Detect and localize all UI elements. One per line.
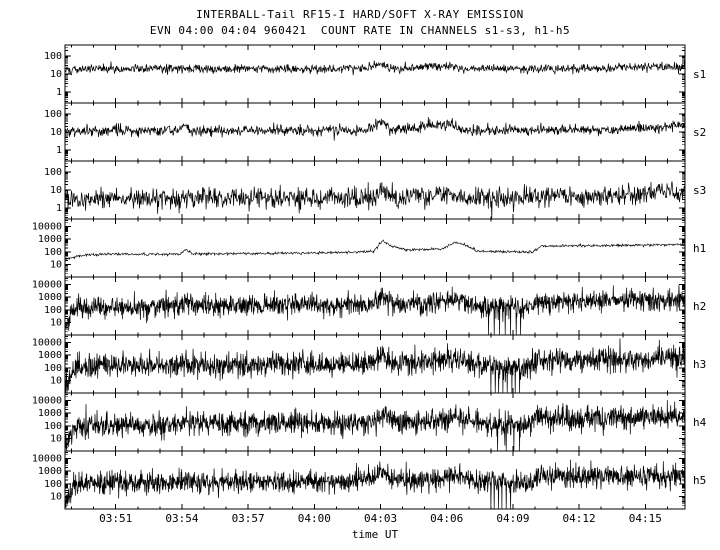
- panel-label-h3: h3: [693, 358, 706, 371]
- panel-border-h1: [64, 218, 686, 278]
- series-line-s2: [64, 117, 686, 141]
- y-tick-label: 100: [44, 421, 62, 432]
- y-tick-label: 1: [56, 203, 62, 214]
- y-tick-label: 10: [50, 259, 62, 270]
- series-line-h4: [64, 400, 686, 451]
- series-line-s3: [65, 181, 686, 219]
- y-tick-label: 10: [50, 375, 62, 386]
- x-tick-label: 04:03: [364, 512, 397, 525]
- y-tick-label: 10: [50, 127, 62, 138]
- series-line-h1: [64, 239, 686, 261]
- y-tick-label: 10: [50, 433, 62, 444]
- panel-label-s2: s2: [693, 126, 706, 139]
- x-tick-label: 03:54: [165, 512, 198, 525]
- series-line-h2: [64, 284, 686, 335]
- y-tick-label: 100: [44, 247, 62, 258]
- y-tick-label: 1: [56, 145, 62, 156]
- y-tick-label: 10000: [32, 222, 62, 233]
- y-tick-label: 1: [56, 87, 62, 98]
- x-tick-label: 03:51: [99, 512, 132, 525]
- y-tick-label: 10000: [32, 338, 62, 349]
- y-tick-label: 10000: [32, 454, 62, 465]
- x-tick-label: 04:09: [496, 512, 529, 525]
- panel-label-h2: h2: [693, 300, 706, 313]
- y-tick-label: 100: [44, 109, 62, 120]
- x-tick-label: 04:00: [298, 512, 331, 525]
- panel-label-h5: h5: [693, 474, 706, 487]
- y-tick-label: 10: [50, 185, 62, 196]
- y-tick-label: 10000: [32, 396, 62, 407]
- y-tick-label: 100: [44, 479, 62, 490]
- series-line-h3: [64, 338, 686, 393]
- panel-border-s1: [64, 44, 686, 104]
- panel-label-h4: h4: [693, 416, 707, 429]
- y-tick-label: 10: [50, 69, 62, 80]
- y-tick-label: 1000: [38, 234, 62, 245]
- y-tick-label: 1000: [38, 350, 62, 361]
- panel-label-s1: s1: [693, 68, 706, 81]
- x-tick-label: 04:15: [629, 512, 662, 525]
- x-tick-label: 04:12: [563, 512, 596, 525]
- x-tick-label: 04:06: [430, 512, 463, 525]
- x-axis-label: time UT: [351, 528, 399, 541]
- y-tick-label: 1000: [38, 466, 62, 477]
- y-tick-label: 100: [44, 305, 62, 316]
- series-line-h5: [64, 459, 686, 509]
- y-tick-label: 10000: [32, 280, 62, 291]
- y-tick-label: 100: [44, 363, 62, 374]
- x-tick-label: 03:57: [232, 512, 265, 525]
- chart-title: INTERBALL-Tail RF15-I HARD/SOFT X-RAY EM…: [196, 8, 524, 21]
- chart-subtitle: EVN 04:00 04:04 960421 COUNT RATE IN CHA…: [149, 24, 571, 37]
- panel-label-s3: s3: [693, 184, 706, 197]
- y-tick-label: 10: [50, 491, 62, 502]
- series-line-s1: [64, 59, 686, 76]
- panel-label-h1: h1: [693, 242, 706, 255]
- y-tick-label: 10: [50, 317, 62, 328]
- y-tick-label: 1000: [38, 292, 62, 303]
- y-tick-label: 1000: [38, 408, 62, 419]
- y-tick-label: 100: [44, 167, 62, 178]
- y-tick-label: 100: [44, 51, 62, 62]
